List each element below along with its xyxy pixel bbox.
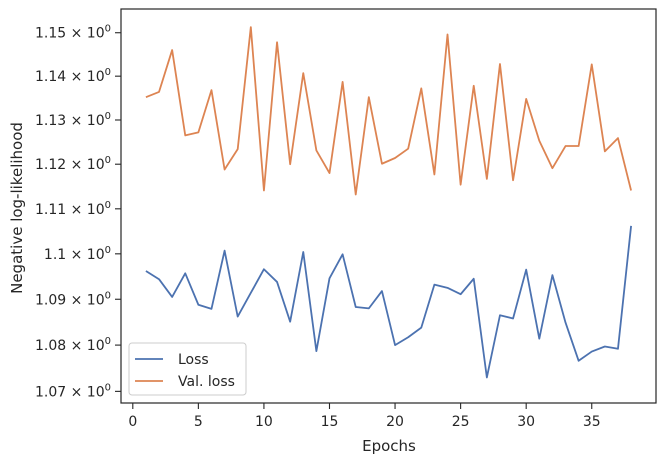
legend-label-val-loss: Val. loss xyxy=(178,374,235,390)
y-tick-label: 1.12 × 100 xyxy=(35,155,111,173)
y-tick-label: 1.15 × 100 xyxy=(35,24,111,42)
legend-label-loss: Loss xyxy=(178,352,209,368)
y-tick-label: 1.08 × 100 xyxy=(35,336,111,354)
y-tick-label: 1.07 × 100 xyxy=(35,382,111,400)
y-tick-label: 1.13 × 100 xyxy=(35,111,111,129)
plot-frame xyxy=(120,8,657,404)
y-tick-label: 1.14 × 100 xyxy=(35,67,111,85)
x-tick-label: 0 xyxy=(128,414,137,430)
x-tick-label: 35 xyxy=(583,414,601,430)
legend-box xyxy=(128,342,247,396)
y-axis-label: Negative log-likelihood xyxy=(8,122,26,294)
x-tick-label: 20 xyxy=(386,414,404,430)
x-axis-label: Epochs xyxy=(362,437,416,455)
x-tick-label: 10 xyxy=(255,414,273,430)
legend: Loss Val. loss xyxy=(128,342,247,396)
x-axis: 0 5 10 15 20 25 30 35 xyxy=(128,403,601,430)
y-tick-label: 1.11 × 100 xyxy=(35,200,111,218)
y-tick-label: 1.09 × 100 xyxy=(35,290,111,308)
x-tick-label: 5 xyxy=(194,414,203,430)
series-line-loss xyxy=(145,225,632,379)
series-line-val-loss xyxy=(145,26,632,196)
x-tick-label: 15 xyxy=(321,414,339,430)
x-tick-label: 25 xyxy=(452,414,470,430)
plot-lines xyxy=(145,26,632,379)
y-axis: 1.07 × 100 1.08 × 100 1.09 × 100 1.1 × 100 1… xyxy=(35,24,121,400)
y-tick-label: 1.1 × 100 xyxy=(44,245,111,263)
x-tick-label: 30 xyxy=(517,414,535,430)
